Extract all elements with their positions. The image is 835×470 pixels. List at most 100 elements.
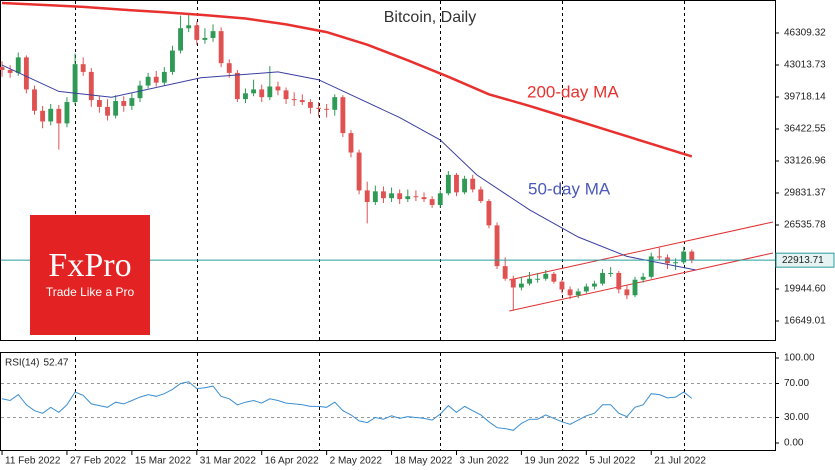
candle-body (478, 189, 484, 202)
candle-body (137, 85, 143, 99)
candle-body (194, 25, 200, 40)
x-tick-label: 5 Jul 2022 (589, 456, 636, 467)
candle-body (510, 278, 516, 288)
candle-body (632, 279, 638, 296)
candle-body (462, 178, 468, 193)
rsi-tick-label: 100.00 (784, 353, 815, 364)
candle-body (616, 272, 622, 290)
x-tick-label: 15 Mar 2022 (135, 456, 192, 467)
candle-body (608, 272, 614, 274)
chart-title: Bitcoin, Daily (384, 9, 476, 26)
candle-body (243, 93, 248, 100)
rsi-value-label: 52.47 (43, 358, 68, 369)
y-tick-label: 33126.96 (784, 156, 826, 167)
candle-body (96, 100, 102, 107)
channel-line (509, 252, 774, 312)
candle-body (80, 64, 86, 72)
candle-body (502, 266, 508, 279)
x-tick-label: 31 Mar 2022 (200, 456, 257, 467)
x-tick-label: 21 Jul 2022 (654, 456, 706, 467)
candle-body (32, 89, 37, 111)
x-tick-label: 16 Apr 2022 (265, 456, 319, 467)
y-tick-label: 39718.14 (784, 92, 826, 103)
candle-body (583, 286, 589, 292)
logo: FxPro Trade Like a Pro (30, 215, 150, 335)
candle-body (324, 108, 330, 110)
candle-body (56, 108, 62, 124)
candle-body (40, 110, 46, 122)
x-tick-label: 27 Feb 2022 (70, 456, 127, 467)
candle-body (259, 89, 265, 98)
candle-body (470, 178, 476, 190)
y-tick-label: 26535.78 (784, 220, 826, 231)
candle-body (283, 90, 289, 100)
candle-body (364, 190, 370, 203)
candle-body (88, 71, 94, 101)
rsi-tick-label: 0.00 (784, 438, 804, 449)
candle-body (445, 174, 451, 194)
y-tick-label: 16649.01 (784, 316, 826, 327)
candle-body (421, 197, 427, 200)
candle-body (543, 273, 549, 279)
candle-body (575, 291, 581, 296)
candle-body (129, 98, 135, 106)
y-tick-label: 46309.32 (784, 28, 826, 39)
logo-name: FxPro (48, 247, 131, 284)
candle-body (121, 101, 127, 106)
candle-body (202, 37, 208, 40)
candle-body (23, 57, 29, 90)
x-tick-label: 11 Feb 2022 (5, 456, 61, 467)
rsi-label: RSI(14) (5, 358, 39, 369)
rsi-line (1, 381, 693, 431)
candle-body (210, 31, 216, 38)
candle-body (592, 283, 597, 287)
candle-body (494, 225, 500, 267)
ma-label: 50-day MA (528, 179, 611, 198)
candle-body (640, 276, 646, 280)
candle-body (186, 25, 192, 29)
candle-body (648, 256, 654, 277)
price-label: 22913.71 (782, 255, 824, 266)
candle-body (389, 193, 394, 199)
rsi-tick-label: 70.00 (784, 378, 809, 389)
candle-body (0, 67, 5, 70)
y-tick-label: 43013.73 (784, 60, 826, 71)
x-tick-label: 2 May 2022 (330, 456, 383, 467)
logo-tagline: Trade Like a Pro (46, 285, 135, 299)
candle-body (226, 63, 232, 73)
candle-body (267, 86, 273, 98)
candle-body (405, 196, 411, 200)
y-tick-label: 19944.60 (784, 284, 826, 295)
candle-body (397, 193, 403, 200)
candle-body (64, 102, 70, 124)
candle-body (567, 289, 573, 296)
candle-body (600, 272, 605, 284)
candle-body (372, 191, 378, 203)
candle-body (381, 191, 386, 199)
candle-body (689, 251, 695, 261)
candle-body (316, 107, 321, 109)
candle-body (356, 152, 362, 191)
candle-body (437, 193, 443, 205)
candle-body (105, 106, 110, 116)
candle-body (559, 281, 565, 290)
logo-box (30, 215, 150, 335)
candle-body (656, 256, 662, 258)
candle-body (113, 101, 119, 116)
candle-body (454, 174, 459, 193)
candle-body (161, 71, 167, 83)
candle-body (673, 262, 679, 264)
candle-body (72, 64, 78, 103)
x-tick-label: 18 May 2022 (395, 456, 453, 467)
candle-body (251, 89, 257, 94)
ma-line (1, 1, 693, 158)
candle-body (145, 76, 151, 86)
candle-body (413, 196, 419, 198)
candle-body (153, 76, 159, 83)
candle-body (234, 72, 240, 100)
x-tick-label: 19 Jun 2022 (524, 456, 579, 467)
candle-body (429, 199, 435, 205)
candle-body (48, 108, 54, 122)
ma-line (1, 64, 696, 271)
